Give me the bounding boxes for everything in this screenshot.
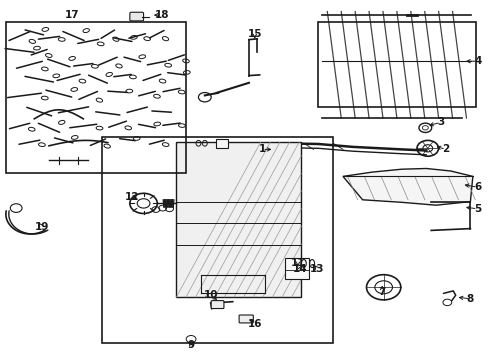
Text: 12: 12 (125, 192, 140, 202)
Bar (318, 22, 476, 107)
Text: 8: 8 (467, 294, 474, 304)
Text: 2: 2 (442, 144, 449, 154)
Text: 1: 1 (259, 144, 266, 154)
Text: 14: 14 (293, 264, 307, 274)
Text: 19: 19 (34, 222, 49, 232)
Polygon shape (343, 168, 473, 205)
Text: 17: 17 (65, 10, 80, 20)
FancyBboxPatch shape (211, 301, 224, 309)
Text: 10: 10 (203, 290, 218, 300)
Text: 13: 13 (310, 264, 325, 274)
Text: 16: 16 (247, 319, 262, 329)
Bar (6, 22, 186, 173)
Bar (176, 142, 301, 297)
Bar (285, 258, 309, 279)
Bar (102, 137, 333, 343)
Text: 11: 11 (291, 258, 305, 268)
Text: 3: 3 (438, 117, 444, 127)
Text: 9: 9 (188, 340, 195, 350)
FancyBboxPatch shape (130, 12, 144, 21)
Bar (216, 139, 228, 148)
Text: 5: 5 (474, 204, 481, 214)
Text: 7: 7 (378, 287, 386, 297)
Text: 18: 18 (154, 10, 169, 20)
Text: 15: 15 (247, 29, 262, 39)
Text: 6: 6 (474, 182, 481, 192)
Text: 4: 4 (474, 56, 482, 66)
FancyBboxPatch shape (239, 315, 253, 323)
